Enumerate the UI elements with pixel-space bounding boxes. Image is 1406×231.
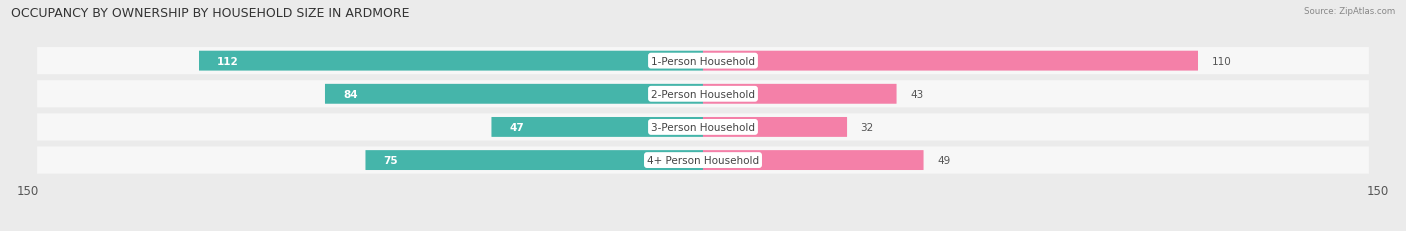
- FancyBboxPatch shape: [703, 150, 924, 170]
- Text: 3-Person Household: 3-Person Household: [651, 122, 755, 132]
- FancyBboxPatch shape: [37, 114, 1369, 141]
- FancyBboxPatch shape: [37, 147, 1369, 174]
- Legend: Owner-occupied, Renter-occupied: Owner-occupied, Renter-occupied: [589, 229, 817, 231]
- Text: Source: ZipAtlas.com: Source: ZipAtlas.com: [1303, 7, 1395, 16]
- FancyBboxPatch shape: [37, 48, 1369, 75]
- Text: 49: 49: [936, 155, 950, 165]
- Text: 47: 47: [509, 122, 524, 132]
- Text: 4+ Person Household: 4+ Person Household: [647, 155, 759, 165]
- FancyBboxPatch shape: [325, 85, 703, 104]
- Text: 2-Person Household: 2-Person Household: [651, 89, 755, 99]
- Text: OCCUPANCY BY OWNERSHIP BY HOUSEHOLD SIZE IN ARDMORE: OCCUPANCY BY OWNERSHIP BY HOUSEHOLD SIZE…: [11, 7, 409, 20]
- Text: 32: 32: [860, 122, 873, 132]
- Text: 1-Person Household: 1-Person Household: [651, 56, 755, 66]
- FancyBboxPatch shape: [200, 52, 703, 71]
- FancyBboxPatch shape: [703, 52, 1198, 71]
- Text: 110: 110: [1212, 56, 1232, 66]
- Text: 75: 75: [384, 155, 398, 165]
- FancyBboxPatch shape: [366, 150, 703, 170]
- FancyBboxPatch shape: [703, 85, 897, 104]
- FancyBboxPatch shape: [37, 81, 1369, 108]
- FancyBboxPatch shape: [703, 118, 846, 137]
- Text: 112: 112: [217, 56, 239, 66]
- Text: 84: 84: [343, 89, 357, 99]
- FancyBboxPatch shape: [492, 118, 703, 137]
- Text: 43: 43: [910, 89, 924, 99]
